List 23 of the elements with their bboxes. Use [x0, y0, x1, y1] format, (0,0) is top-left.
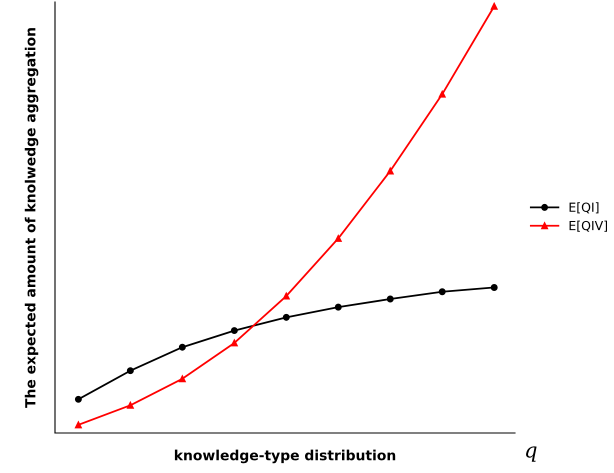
point: [126, 367, 134, 374]
point: [74, 396, 82, 403]
point: [282, 314, 290, 321]
point: [230, 339, 238, 346]
point: [386, 168, 394, 174]
point: [438, 90, 446, 98]
text: q: [526, 446, 537, 462]
y-axis-title: The expected amount of knolwedge aggregation: [24, 28, 38, 408]
point: [178, 344, 186, 351]
point: [438, 288, 446, 296]
point: [178, 375, 186, 382]
point: [334, 234, 342, 242]
legend-label: E[QIV]: [570, 220, 608, 232]
point: [126, 402, 134, 409]
point: [386, 296, 394, 302]
point: [74, 421, 82, 428]
point: [230, 327, 238, 334]
point: [334, 304, 342, 311]
x-axis-title: knowledge-type distribution: [174, 450, 396, 464]
point: [490, 284, 498, 291]
point: [490, 2, 498, 10]
point: [282, 292, 290, 300]
legend-label: E[QI]: [570, 202, 598, 214]
